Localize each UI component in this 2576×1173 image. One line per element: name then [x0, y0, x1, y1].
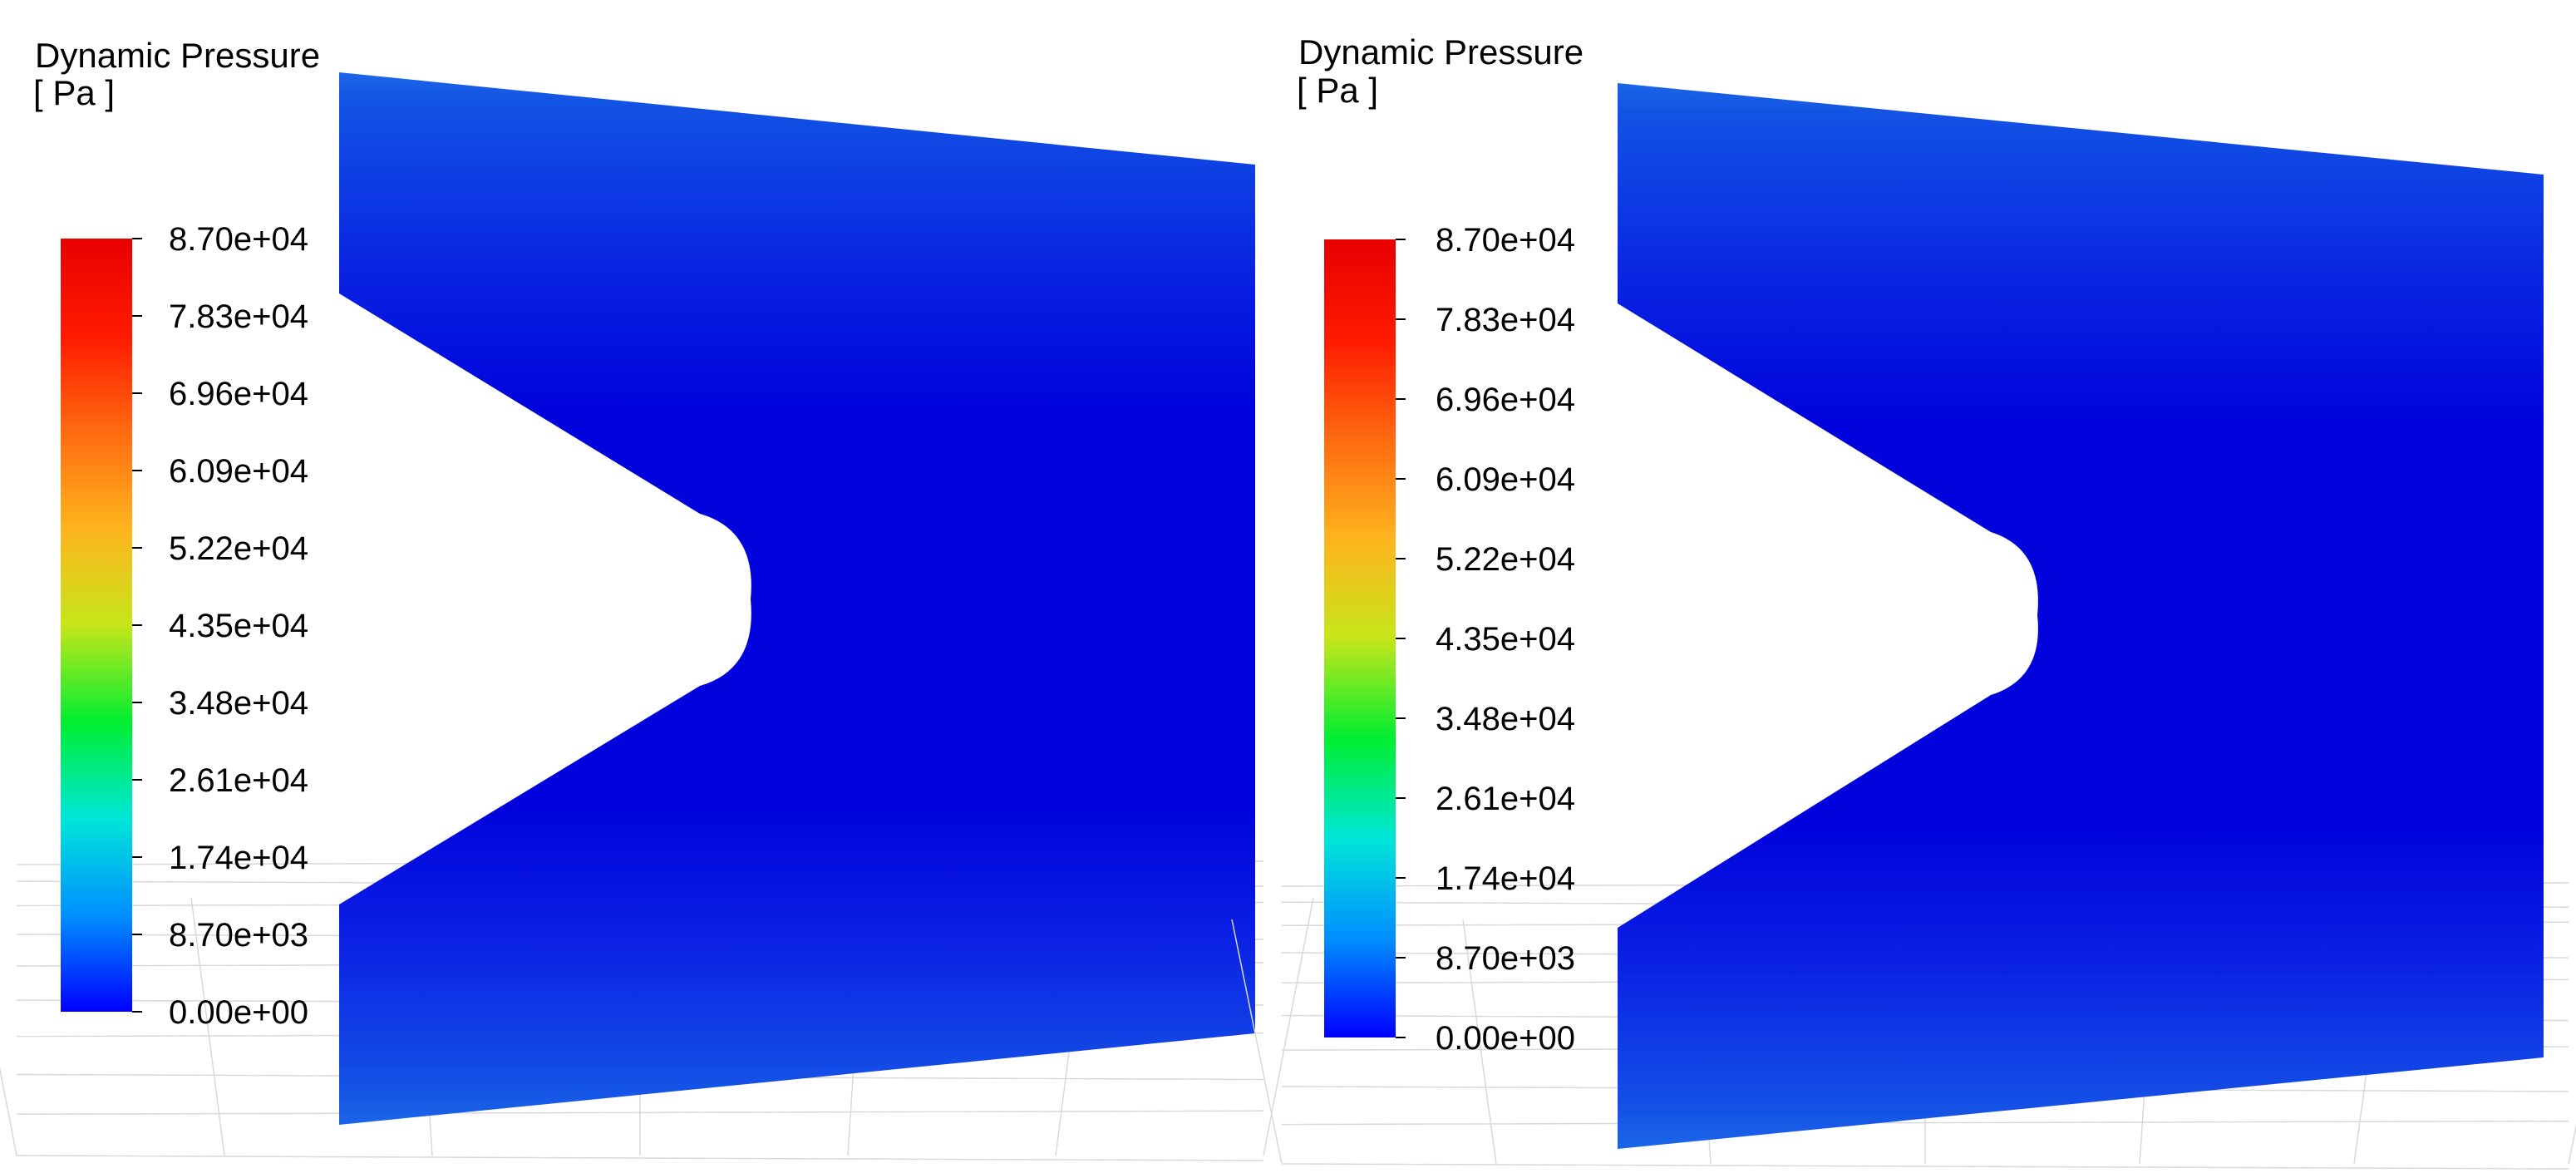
colorbar: 8.70e+04 7.83e+04 6.96e+04 6.09e+04 5.22e+04…	[1324, 222, 1575, 1057]
colorbar-tick-label: 6.96e+04	[1436, 382, 1575, 418]
colorbar-tick-label: 5.22e+04	[169, 530, 308, 567]
colorbar-tick-label: 7.83e+04	[1436, 302, 1575, 338]
colorbar-tick-label: 8.70e+04	[1436, 222, 1575, 259]
legend-title: Dynamic Pressure	[1298, 32, 1584, 71]
colorbar-tick-label: 1.74e+04	[1436, 860, 1575, 897]
colorbar-gradient	[1324, 239, 1396, 1037]
colorbar-tick-label: 3.48e+04	[169, 685, 308, 722]
grid-line	[0, 1066, 17, 1156]
contour-panel-left: 8.70e+04 7.83e+04 6.96e+04 6.09e+04 5.22e+04…	[0, 36, 1314, 1161]
grid-line	[190, 897, 225, 1156]
colorbar-tick-label: 3.48e+04	[1436, 701, 1575, 737]
contour-fill	[1618, 83, 2544, 1149]
colorbar: 8.70e+04 7.83e+04 6.96e+04 6.09e+04 5.22e+04…	[61, 221, 308, 1031]
colorbar-tick-label: 5.22e+04	[1436, 541, 1575, 578]
colorbar-tick-label: 1.74e+04	[169, 840, 308, 876]
colorbar-tick-label: 8.70e+03	[169, 917, 308, 954]
colorbar-tick-label: 7.83e+04	[169, 298, 308, 335]
colorbar-tick-label: 6.09e+04	[169, 453, 308, 490]
legend-unit: [ Pa ]	[1297, 71, 1378, 110]
colorbar-ticks: 8.70e+04 7.83e+04 6.96e+04 6.09e+04 5.22e+04…	[1396, 222, 1575, 1057]
colorbar-tick-label: 8.70e+04	[169, 221, 308, 258]
colorbar-tick-label: 4.35e+04	[169, 608, 308, 644]
contour-fill	[339, 72, 1255, 1125]
colorbar-gradient	[61, 239, 132, 1012]
legend-title: Dynamic Pressure	[35, 36, 320, 75]
colorbar-tick-label: 4.35e+04	[1436, 621, 1575, 658]
contour-surface	[1618, 83, 2544, 1149]
contour-surface	[339, 72, 1255, 1125]
grid-line	[1281, 1163, 2569, 1170]
colorbar-tick-label: 6.09e+04	[1436, 461, 1575, 498]
grid-line	[1263, 897, 1314, 1156]
colorbar-tick-label: 6.96e+04	[169, 376, 308, 412]
colorbar-tick-label: 0.00e+00	[169, 994, 308, 1031]
grid-line	[1231, 919, 1283, 1165]
colorbar-tick-label: 0.00e+00	[1436, 1020, 1575, 1057]
colorbar-tick-label: 2.61e+04	[1436, 781, 1575, 817]
grid-line	[1462, 919, 1497, 1165]
grid-line	[16, 1155, 1264, 1161]
colorbar-ticks: 8.70e+04 7.83e+04 6.96e+04 6.09e+04 5.22e+04…	[132, 221, 308, 1031]
contour-panel-right: 8.70e+04 7.83e+04 6.96e+04 6.09e+04 5.22e+04…	[1231, 32, 2576, 1170]
colorbar-tick-label: 2.61e+04	[169, 762, 308, 799]
grid-line	[2568, 1124, 2576, 1165]
colorbar-tick-label: 8.70e+03	[1436, 940, 1575, 977]
legend-unit: [ Pa ]	[33, 73, 115, 112]
